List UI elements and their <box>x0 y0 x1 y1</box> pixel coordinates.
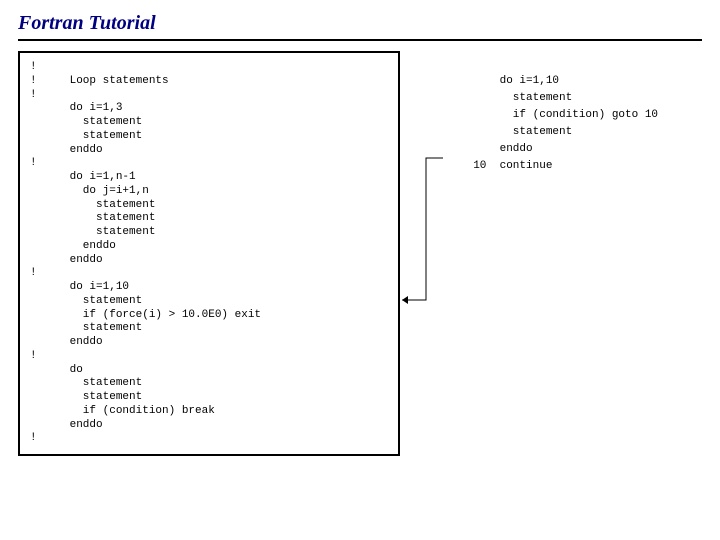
left-code: ! ! Loop statements ! do i=1,3 statement… <box>30 61 388 446</box>
arrow-head <box>402 296 408 304</box>
arrow-path <box>402 158 443 300</box>
page-title: Fortran Tutorial <box>18 12 702 41</box>
code-box: ! ! Loop statements ! do i=1,3 statement… <box>18 51 400 456</box>
right-code: do i=1,10 statement if (condition) goto … <box>460 73 658 175</box>
